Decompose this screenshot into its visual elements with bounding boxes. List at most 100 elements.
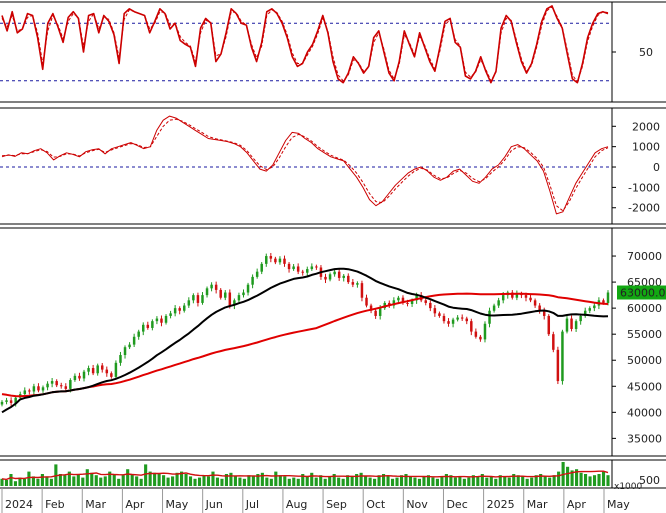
volume-bar xyxy=(525,478,529,486)
candle-body xyxy=(360,283,364,298)
volume-bar xyxy=(265,477,269,486)
candle-body xyxy=(214,284,218,290)
month-label: Mar xyxy=(527,498,548,511)
candle-body xyxy=(123,347,127,356)
volume-bar xyxy=(211,471,215,486)
month-label: 2024 xyxy=(5,498,33,511)
candle-body xyxy=(415,295,418,301)
volume-bar xyxy=(193,478,197,486)
macd-signal-line xyxy=(1,118,609,212)
candle-body xyxy=(492,305,496,311)
volume-bar xyxy=(426,475,431,486)
volume-bar xyxy=(583,474,588,486)
candle-body xyxy=(278,258,282,263)
candle-body xyxy=(28,390,31,392)
volume-bar xyxy=(377,475,381,486)
volume-bar xyxy=(507,477,511,486)
candle-body xyxy=(73,375,77,381)
volume-bar xyxy=(224,474,229,486)
candle-body xyxy=(242,292,245,296)
volume-bar xyxy=(260,472,264,486)
volume-bar xyxy=(350,476,354,486)
last-price-label: 63000.00 xyxy=(620,287,666,300)
candle-body xyxy=(542,310,546,316)
candle-body xyxy=(192,295,195,301)
candle-body xyxy=(497,300,500,306)
candle-body xyxy=(96,365,99,374)
volume-bar xyxy=(453,477,457,486)
candle-body xyxy=(164,315,168,323)
candle-body xyxy=(41,387,45,391)
volume-unit-label: x1000 xyxy=(614,482,643,492)
volume-bar xyxy=(364,476,368,486)
candle-body xyxy=(333,271,336,275)
candle-body xyxy=(119,355,122,363)
volume-bar xyxy=(417,478,422,486)
price-tick-label: 50000 xyxy=(627,354,662,367)
volume-bar xyxy=(22,478,27,486)
candle-body xyxy=(196,295,200,303)
candle-body xyxy=(160,318,163,323)
candle-body xyxy=(132,336,136,345)
month-label: 2025 xyxy=(487,498,515,511)
volume-bar xyxy=(521,476,525,486)
month-label: Nov xyxy=(406,498,428,511)
volume-bar xyxy=(543,476,547,486)
moving-average-long xyxy=(1,292,609,398)
volume-bar xyxy=(27,471,31,486)
candle-body xyxy=(579,315,582,322)
candle-body xyxy=(173,308,177,314)
candle-body xyxy=(561,331,564,382)
volume-bar xyxy=(188,476,193,486)
volume-bar xyxy=(238,477,242,486)
candle-body xyxy=(237,295,241,301)
volume-bar xyxy=(63,475,67,486)
candle-body xyxy=(292,266,295,270)
candle-body xyxy=(406,302,409,304)
candle-body xyxy=(78,375,81,379)
volume-bar xyxy=(94,475,98,486)
macd-tick-label: 0 xyxy=(653,161,660,174)
stochastic-panel-bg xyxy=(0,2,666,102)
candle-body xyxy=(606,292,610,303)
volume-bar xyxy=(40,474,44,486)
volume-bar xyxy=(575,469,579,486)
volume-bar xyxy=(215,477,220,486)
volume-bar xyxy=(310,472,314,486)
candle-body xyxy=(269,256,273,259)
volume-bar xyxy=(202,475,206,486)
macd-tick-label: 1000 xyxy=(632,141,660,154)
candle-body xyxy=(593,305,596,309)
volume-bar xyxy=(485,477,489,486)
volume-bar xyxy=(458,476,462,486)
candle-body xyxy=(378,308,382,316)
candle-body xyxy=(511,292,514,298)
candle-body xyxy=(228,292,232,306)
volume-bar xyxy=(314,477,318,486)
volume-bar xyxy=(112,474,116,486)
candle-body xyxy=(55,381,58,386)
volume-bar xyxy=(229,472,233,486)
candle-body xyxy=(347,275,350,283)
candle-body xyxy=(251,276,254,285)
volume-bar xyxy=(471,475,475,486)
volume-bar xyxy=(157,474,161,486)
macd-tick-label: -2000 xyxy=(628,202,660,215)
volume-bar xyxy=(601,471,606,486)
candle-body xyxy=(570,318,573,329)
volume-bar xyxy=(552,475,556,486)
volume-bar xyxy=(413,477,417,486)
volume-bar xyxy=(171,476,175,486)
candle-body xyxy=(59,385,63,387)
candle-body xyxy=(556,349,560,382)
candle-body xyxy=(565,318,569,332)
volume-bar xyxy=(18,477,22,486)
stochastic-k-line xyxy=(1,5,609,84)
volume-bar xyxy=(130,474,134,486)
volume-bar xyxy=(390,478,395,486)
volume-bar xyxy=(162,475,166,486)
candle-body xyxy=(50,381,54,384)
candle-body xyxy=(433,308,437,314)
volume-bar xyxy=(592,475,597,486)
